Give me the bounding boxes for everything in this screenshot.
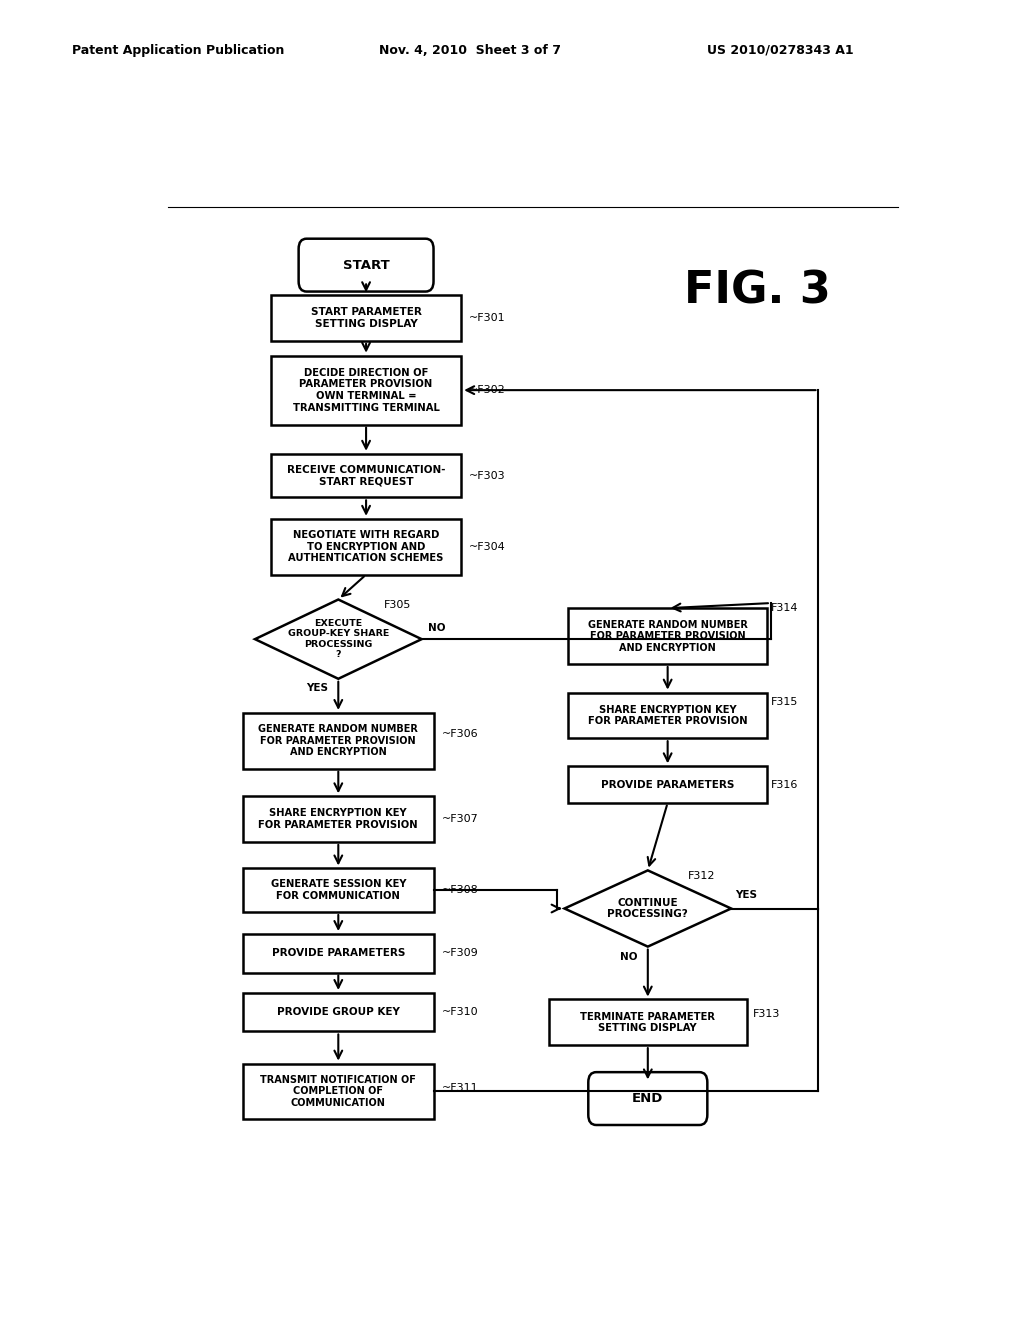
- Text: ~F301: ~F301: [469, 313, 506, 323]
- Text: PROVIDE PARAMETERS: PROVIDE PARAMETERS: [271, 948, 404, 958]
- Text: START: START: [343, 259, 389, 272]
- Text: ~F303: ~F303: [469, 470, 506, 480]
- Bar: [568, 693, 767, 738]
- Text: ~F311: ~F311: [441, 1084, 478, 1093]
- Text: PROVIDE GROUP KEY: PROVIDE GROUP KEY: [276, 1007, 399, 1018]
- Text: ~F302: ~F302: [469, 385, 506, 395]
- Text: F312: F312: [688, 871, 716, 880]
- Bar: [243, 993, 433, 1031]
- Text: Patent Application Publication: Patent Application Publication: [72, 44, 284, 57]
- Text: START PARAMETER
SETTING DISPLAY: START PARAMETER SETTING DISPLAY: [310, 308, 422, 329]
- Text: EXECUTE
GROUP-KEY SHARE
PROCESSING
?: EXECUTE GROUP-KEY SHARE PROCESSING ?: [288, 619, 389, 659]
- Text: TERMINATE PARAMETER
SETTING DISPLAY: TERMINATE PARAMETER SETTING DISPLAY: [581, 1011, 716, 1034]
- Text: TRANSMIT NOTIFICATION OF
COMPLETION OF
COMMUNICATION: TRANSMIT NOTIFICATION OF COMPLETION OF C…: [260, 1074, 416, 1107]
- Text: SHARE ENCRYPTION KEY
FOR PARAMETER PROVISION: SHARE ENCRYPTION KEY FOR PARAMETER PROVI…: [258, 808, 418, 830]
- Text: ~F304: ~F304: [469, 541, 506, 552]
- Bar: [243, 1064, 433, 1119]
- Text: ~F307: ~F307: [441, 814, 478, 824]
- Text: NO: NO: [620, 952, 638, 962]
- Text: F315: F315: [771, 697, 798, 708]
- Text: F316: F316: [771, 780, 798, 789]
- Bar: [270, 454, 461, 498]
- Bar: [270, 296, 461, 341]
- FancyBboxPatch shape: [299, 239, 433, 292]
- Bar: [243, 713, 433, 768]
- Text: DECIDE DIRECTION OF
PARAMETER PROVISION
OWN TERMINAL =
TRANSMITTING TERMINAL: DECIDE DIRECTION OF PARAMETER PROVISION …: [293, 368, 439, 413]
- Text: SHARE ENCRYPTION KEY
FOR PARAMETER PROVISION: SHARE ENCRYPTION KEY FOR PARAMETER PROVI…: [588, 705, 748, 726]
- Text: F314: F314: [771, 603, 799, 612]
- Bar: [243, 935, 433, 973]
- Text: GENERATE RANDOM NUMBER
FOR PARAMETER PROVISION
AND ENCRYPTION: GENERATE RANDOM NUMBER FOR PARAMETER PRO…: [588, 619, 748, 652]
- Text: RECEIVE COMMUNICATION-
START REQUEST: RECEIVE COMMUNICATION- START REQUEST: [287, 465, 445, 486]
- Text: ~F309: ~F309: [441, 948, 478, 958]
- Text: NO: NO: [428, 623, 445, 634]
- FancyBboxPatch shape: [588, 1072, 708, 1125]
- Text: ~F310: ~F310: [441, 1007, 478, 1018]
- Bar: [568, 766, 767, 803]
- Bar: [568, 609, 767, 664]
- Bar: [243, 796, 433, 842]
- Text: Nov. 4, 2010  Sheet 3 of 7: Nov. 4, 2010 Sheet 3 of 7: [379, 44, 561, 57]
- Text: F313: F313: [754, 1010, 780, 1019]
- Bar: [270, 519, 461, 574]
- Text: ~F308: ~F308: [441, 886, 478, 895]
- Text: F305: F305: [384, 599, 411, 610]
- Text: GENERATE RANDOM NUMBER
FOR PARAMETER PROVISION
AND ENCRYPTION: GENERATE RANDOM NUMBER FOR PARAMETER PRO…: [258, 725, 418, 758]
- Text: GENERATE SESSION KEY
FOR COMMUNICATION: GENERATE SESSION KEY FOR COMMUNICATION: [270, 879, 407, 902]
- Text: ~F306: ~F306: [441, 729, 478, 739]
- Polygon shape: [255, 599, 422, 678]
- Bar: [243, 869, 433, 912]
- Text: FIG. 3: FIG. 3: [684, 269, 830, 312]
- Polygon shape: [564, 870, 731, 946]
- Bar: [549, 999, 748, 1045]
- Text: YES: YES: [306, 682, 329, 693]
- Text: YES: YES: [735, 890, 757, 900]
- Text: NEGOTIATE WITH REGARD
TO ENCRYPTION AND
AUTHENTICATION SCHEMES: NEGOTIATE WITH REGARD TO ENCRYPTION AND …: [289, 531, 443, 564]
- Bar: [270, 355, 461, 425]
- Text: END: END: [632, 1092, 664, 1105]
- Text: CONTINUE
PROCESSING?: CONTINUE PROCESSING?: [607, 898, 688, 919]
- Text: US 2010/0278343 A1: US 2010/0278343 A1: [707, 44, 853, 57]
- Text: PROVIDE PARAMETERS: PROVIDE PARAMETERS: [601, 780, 734, 789]
